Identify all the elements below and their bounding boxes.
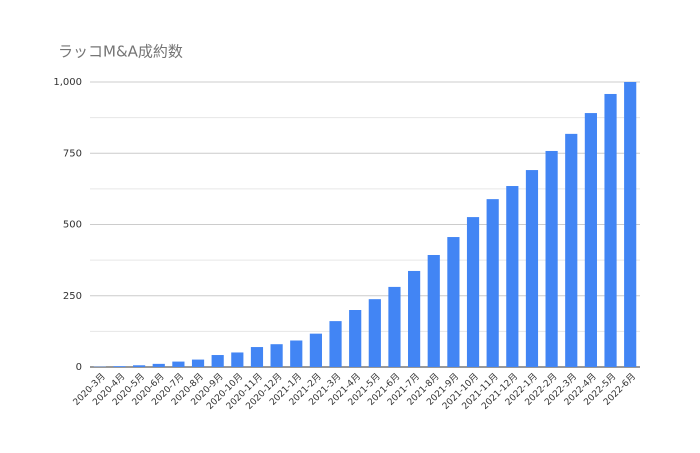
bar — [447, 237, 460, 367]
y-tick-label: 500 — [63, 220, 82, 231]
bar — [250, 347, 264, 367]
bar — [270, 344, 283, 367]
chart-title: ラッコM&A成約数 — [58, 43, 183, 61]
bar — [231, 352, 244, 367]
bar — [466, 217, 480, 367]
y-tick-label: 1,000 — [53, 77, 82, 88]
bar — [349, 310, 362, 367]
y-tick-label: 750 — [63, 148, 82, 159]
bar — [624, 82, 637, 367]
bar — [133, 365, 146, 367]
bar — [604, 93, 617, 367]
bar — [211, 355, 224, 367]
y-tick-label: 250 — [63, 291, 82, 302]
bar — [290, 340, 303, 367]
bar — [368, 299, 381, 367]
bar — [309, 333, 322, 367]
bar — [191, 359, 205, 367]
bar — [172, 361, 185, 367]
bar — [152, 363, 165, 367]
bar — [486, 199, 499, 367]
bar — [329, 321, 342, 367]
bar — [506, 186, 519, 367]
bar — [427, 254, 440, 367]
bar — [408, 270, 421, 367]
bar — [113, 366, 126, 367]
bar — [545, 150, 558, 367]
bar — [565, 133, 578, 367]
bar — [584, 113, 597, 367]
bar — [525, 170, 539, 367]
bar — [388, 286, 401, 367]
y-tick-label: 0 — [76, 362, 82, 373]
